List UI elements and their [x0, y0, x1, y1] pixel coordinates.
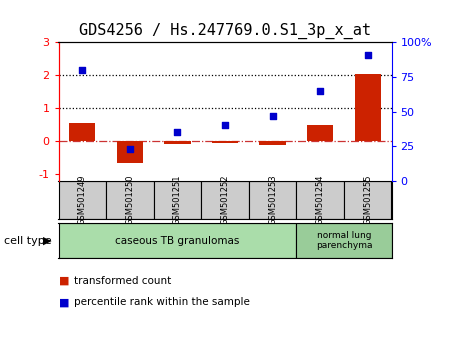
Bar: [106, 181, 153, 219]
Bar: [58, 223, 297, 258]
Text: GSM501254: GSM501254: [315, 175, 324, 225]
Point: [316, 88, 324, 94]
Bar: [117, 141, 143, 162]
Bar: [69, 123, 95, 141]
Bar: [164, 141, 190, 144]
Text: normal lung
parenchyma: normal lung parenchyma: [316, 231, 372, 250]
Point: [364, 52, 371, 58]
Bar: [307, 125, 333, 141]
Text: percentile rank within the sample: percentile rank within the sample: [74, 297, 250, 307]
Bar: [355, 74, 381, 141]
Text: GSM501249: GSM501249: [78, 175, 87, 225]
Bar: [344, 181, 392, 219]
Bar: [249, 181, 297, 219]
Text: caseous TB granulomas: caseous TB granulomas: [115, 236, 239, 246]
Text: ■: ■: [58, 276, 69, 286]
Point: [79, 67, 86, 73]
Bar: [153, 181, 201, 219]
Text: GDS4256 / Hs.247769.0.S1_3p_x_at: GDS4256 / Hs.247769.0.S1_3p_x_at: [79, 23, 371, 39]
Text: GSM501253: GSM501253: [268, 175, 277, 225]
Bar: [201, 181, 249, 219]
Bar: [297, 181, 344, 219]
Point: [269, 113, 276, 119]
Text: transformed count: transformed count: [74, 276, 171, 286]
Point: [174, 130, 181, 135]
Bar: [297, 223, 392, 258]
Text: cell type: cell type: [4, 236, 52, 246]
Text: GSM501250: GSM501250: [126, 175, 135, 225]
Point: [221, 122, 229, 128]
Text: ▶: ▶: [43, 236, 51, 246]
Bar: [260, 141, 286, 144]
Text: GSM501251: GSM501251: [173, 175, 182, 225]
Text: GSM501255: GSM501255: [363, 175, 372, 225]
Text: GSM501252: GSM501252: [220, 175, 230, 225]
Point: [126, 146, 134, 152]
Bar: [212, 141, 238, 143]
Bar: [58, 181, 106, 219]
Text: ■: ■: [58, 297, 69, 307]
